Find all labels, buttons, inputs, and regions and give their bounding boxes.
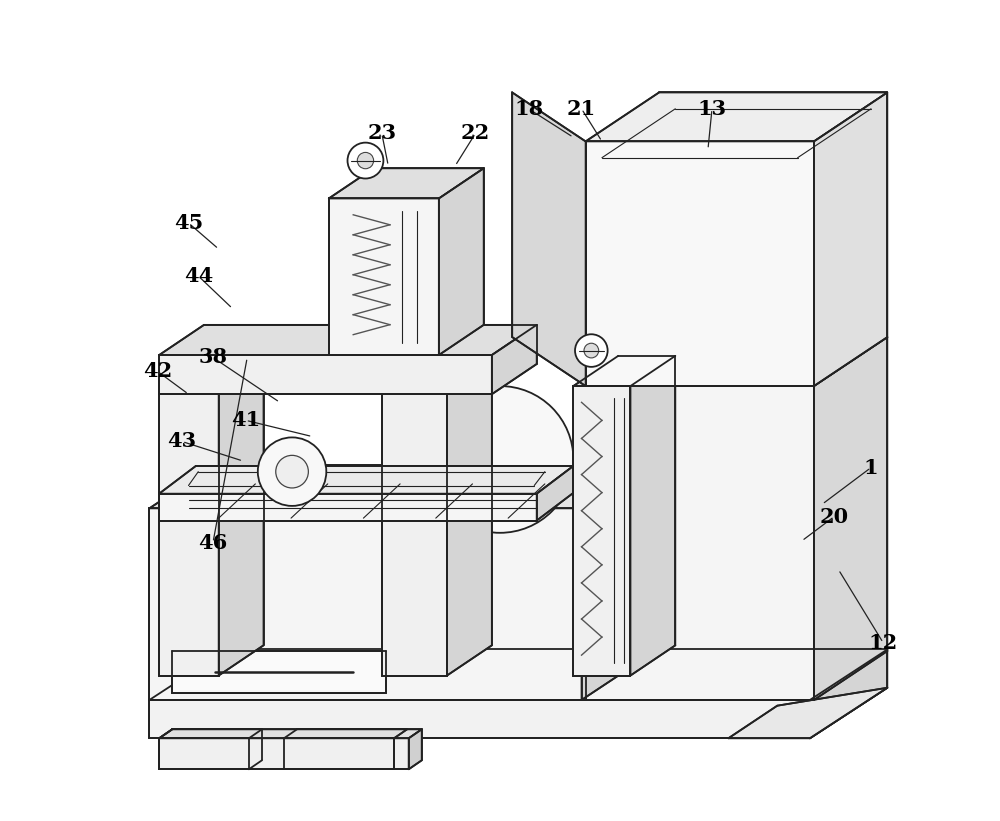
Polygon shape xyxy=(249,729,262,769)
Text: 20: 20 xyxy=(820,507,849,526)
Polygon shape xyxy=(219,348,264,676)
Polygon shape xyxy=(586,337,887,386)
Polygon shape xyxy=(814,337,887,700)
Polygon shape xyxy=(586,386,814,700)
Polygon shape xyxy=(149,649,887,700)
Text: 42: 42 xyxy=(143,361,172,382)
Polygon shape xyxy=(159,325,537,355)
Polygon shape xyxy=(159,738,394,769)
Circle shape xyxy=(427,386,573,533)
Text: 18: 18 xyxy=(514,99,543,119)
Text: 13: 13 xyxy=(697,99,727,119)
Polygon shape xyxy=(728,688,887,738)
Polygon shape xyxy=(284,738,409,769)
Polygon shape xyxy=(149,466,647,508)
Circle shape xyxy=(584,343,599,358)
Polygon shape xyxy=(630,355,675,676)
Polygon shape xyxy=(159,729,262,738)
Polygon shape xyxy=(537,466,573,521)
Polygon shape xyxy=(586,93,887,141)
Polygon shape xyxy=(492,325,537,394)
Text: 23: 23 xyxy=(367,123,396,143)
Polygon shape xyxy=(814,93,887,386)
Polygon shape xyxy=(382,348,492,378)
Polygon shape xyxy=(512,93,586,386)
Polygon shape xyxy=(329,199,439,355)
Polygon shape xyxy=(329,168,484,199)
Circle shape xyxy=(348,143,383,178)
Polygon shape xyxy=(149,700,810,738)
Circle shape xyxy=(276,456,308,488)
Circle shape xyxy=(258,438,326,506)
Text: 44: 44 xyxy=(184,266,213,286)
Polygon shape xyxy=(159,729,407,738)
Polygon shape xyxy=(573,386,630,676)
Polygon shape xyxy=(159,738,249,769)
Polygon shape xyxy=(149,508,582,700)
Polygon shape xyxy=(159,378,219,676)
Text: 41: 41 xyxy=(231,410,260,430)
Polygon shape xyxy=(573,355,675,386)
Text: 46: 46 xyxy=(198,533,228,553)
Circle shape xyxy=(575,334,608,367)
Polygon shape xyxy=(810,649,887,738)
Polygon shape xyxy=(284,729,422,738)
Polygon shape xyxy=(159,466,573,493)
Polygon shape xyxy=(439,168,484,355)
Text: 45: 45 xyxy=(174,213,203,233)
Polygon shape xyxy=(447,348,492,676)
Text: 38: 38 xyxy=(198,347,227,368)
Polygon shape xyxy=(582,466,647,700)
Circle shape xyxy=(357,153,374,169)
Polygon shape xyxy=(172,651,386,694)
Text: 43: 43 xyxy=(167,432,197,452)
Polygon shape xyxy=(159,355,492,394)
Text: 21: 21 xyxy=(567,99,596,119)
Text: 22: 22 xyxy=(461,123,490,143)
Polygon shape xyxy=(382,378,447,676)
Polygon shape xyxy=(159,493,537,521)
Polygon shape xyxy=(409,729,422,769)
Polygon shape xyxy=(159,348,264,378)
Text: 12: 12 xyxy=(869,633,898,653)
Text: 1: 1 xyxy=(864,457,878,478)
Polygon shape xyxy=(586,141,814,386)
